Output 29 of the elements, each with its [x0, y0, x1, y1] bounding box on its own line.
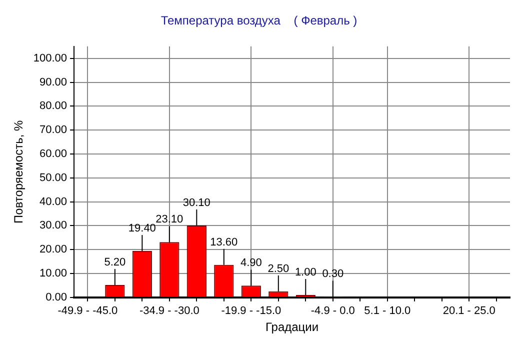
- y-tick-label: 90.00: [40, 76, 68, 88]
- data-label: 0.30: [322, 268, 344, 280]
- y-tick-label: 0.00: [46, 291, 68, 304]
- x-axis-title: Градации: [265, 320, 319, 334]
- y-tick-label: 60.00: [40, 148, 68, 160]
- y-tick-label: 30.00: [40, 220, 68, 232]
- y-axis-title: Повторяемость, %: [12, 120, 26, 224]
- x-tick-label: -34.9 - -30.0: [139, 305, 200, 318]
- y-tick-label: 100.00: [33, 52, 68, 64]
- y-tick-label: 80.00: [40, 100, 68, 112]
- x-tick-label: 5.1 - 10.0: [364, 305, 411, 318]
- y-tick-label: 40.00: [40, 196, 68, 208]
- data-label: 1.00: [294, 266, 316, 279]
- data-label: 19.40: [128, 222, 156, 235]
- data-label: 13.60: [210, 236, 238, 248]
- x-tick-label: -19.9 - -15.0: [221, 305, 282, 318]
- y-tick-label: 50.00: [40, 172, 68, 184]
- x-tick-label: 20.1 - 25.0: [442, 305, 496, 318]
- x-tick-label: -49.9 - -45.0: [58, 305, 118, 318]
- data-label: 30.10: [182, 196, 210, 209]
- x-tick-label: -4.9 - 0.0: [310, 305, 355, 318]
- y-tick-label: 20.00: [40, 244, 68, 256]
- data-label: 2.50: [268, 262, 290, 275]
- chart-title: Температура воздуха ( Февраль ): [160, 14, 358, 28]
- y-tick-label: 70.00: [40, 124, 68, 136]
- data-label: 23.10: [156, 214, 184, 226]
- data-label: 4.90: [240, 257, 262, 270]
- data-label: 5.20: [104, 256, 126, 268]
- y-tick-label: 10.00: [40, 268, 68, 280]
